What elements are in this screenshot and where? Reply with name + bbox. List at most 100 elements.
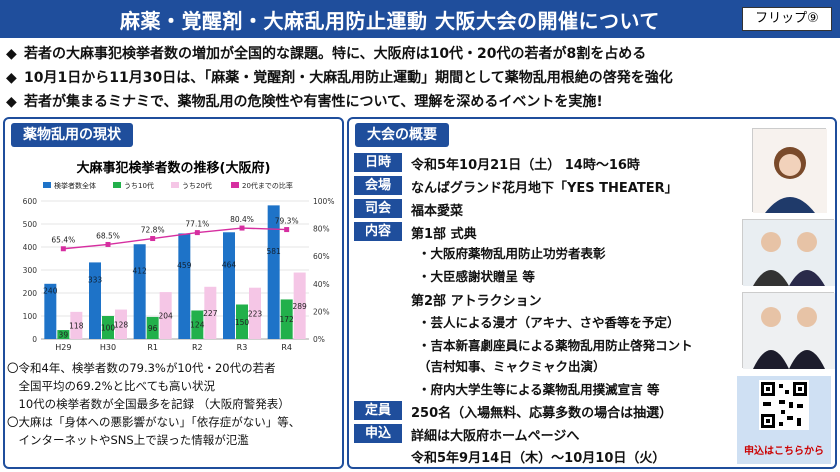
part2-item: ・府内大学生等による薬物乱用撲滅宣言 等	[418, 382, 660, 397]
qr-code-icon	[759, 380, 809, 430]
y2-tick-label: 100%	[313, 197, 334, 206]
legend-swatch	[231, 182, 239, 188]
y2-tick-label: 60%	[313, 252, 330, 261]
data-label: 223	[248, 309, 263, 318]
part2-item: （吉村知事、ミャクミャク出演）	[418, 359, 606, 374]
ratio-point	[60, 246, 66, 252]
data-label: 100	[101, 324, 116, 333]
bar-total	[223, 232, 235, 339]
bar-twenties	[115, 309, 127, 339]
y-tick-label: 300	[23, 266, 38, 275]
y2-tick-label: 20%	[313, 307, 330, 316]
note-line: 10代の検挙者数が全国最多を記録 （大阪府警発表）	[7, 397, 290, 411]
current-status-panel: 薬物乱用の現状 大麻事犯検挙者数の推移(大阪府) 検挙者数全体 うち10代 うち20…	[3, 117, 344, 469]
bar-teens	[146, 316, 159, 339]
x-tick-label: H30	[100, 343, 116, 352]
capacity-value: 250名（入場無料、応募多数の場合は抽選）	[411, 406, 673, 421]
date-label: 日時	[354, 153, 402, 172]
legend-swatch	[171, 182, 179, 188]
title-bar: 麻薬・覚醒剤・大麻乱用防止運動 大阪大会の開催について フリップ⑨	[0, 0, 840, 38]
data-label: 464	[222, 261, 237, 270]
bullet-text: 10月1日から11月30日は、「麻薬・覚醒剤・大麻乱用防止運動」期間として薬物乱…	[24, 70, 673, 86]
y-tick-label: 500	[23, 220, 38, 229]
bar-total	[89, 262, 101, 339]
data-label: 124	[190, 321, 205, 330]
arrest-chart: 検挙者数全体 うち10代 うち20代 20代までの比率 0 100 200 300 400 500…	[23, 181, 335, 352]
capacity-label: 定員	[354, 401, 402, 420]
apply-label: 申込	[354, 424, 402, 443]
y2-tick-label: 0%	[313, 335, 325, 344]
comedians-photo-2	[742, 292, 835, 369]
part1-title: 第1部 式典	[411, 227, 477, 242]
ratio-label: 72.8%	[141, 226, 165, 235]
mc-photo	[752, 128, 827, 213]
mc-label: 司会	[354, 199, 402, 218]
bar-total	[44, 283, 57, 339]
data-label: 289	[293, 302, 308, 311]
part2-item: ・吉本新喜劇座員による薬物乱用防止啓発コント	[418, 338, 693, 353]
apply-period: 令和5年9月14日（木）～10月10日（火）	[411, 451, 666, 466]
bar-total	[178, 233, 191, 339]
part2-item: ・芸人による漫才（アキナ、さや香等を予定）	[418, 315, 680, 330]
event-overview-panel: 大会の概要	[347, 117, 837, 469]
x-tick-label: R3	[237, 343, 248, 352]
bullet-text: 若者の大麻事犯検挙者数の増加が全国的な課題。特に、大阪府は10代・20代の若者が…	[24, 46, 647, 62]
people-icon	[743, 220, 835, 286]
y-tick-label: 200	[23, 289, 38, 298]
y-tick-label: 400	[23, 243, 38, 252]
data-label: 412	[133, 267, 148, 276]
bar-teens	[280, 299, 293, 339]
ratio-label: 80.4%	[230, 215, 254, 224]
chart-title: 大麻事犯検挙者数の推移(大阪府)	[76, 161, 271, 176]
x-tick-label: H29	[55, 343, 71, 352]
note-line: インターネットやSNS上で誤った情報が氾濫	[7, 433, 249, 447]
legend-label: うち10代	[124, 181, 154, 190]
x-tick-label: R2	[192, 343, 203, 352]
content-label: 内容	[354, 222, 402, 241]
venue-value: なんばグランド花月地下「YES THEATER」	[411, 181, 678, 196]
legend-label: 20代までの比率	[242, 181, 293, 190]
panel-tab: 大会の概要	[355, 123, 449, 147]
data-label: 581	[267, 247, 282, 256]
bullet-text: 若者が集まるミナミで、薬物乱用の危険性や有害性について、理解を深めるイベントを実…	[24, 94, 603, 110]
y-tick-label: 600	[23, 197, 38, 206]
ratio-point	[105, 241, 111, 247]
qr-code[interactable]	[759, 380, 809, 430]
chart-area: 検挙者数全体 うち10代 うち20代 20代までの比率 0 100 200 300 400 500…	[9, 179, 341, 359]
bullet-item: ◆ 10月1日から11月30日は、「麻薬・覚醒剤・大麻乱用防止運動」期間として薬物…	[6, 66, 836, 90]
bar-twenties	[204, 286, 217, 339]
bar-teens	[191, 310, 204, 339]
data-label: 172	[280, 315, 295, 324]
bullet-list: ◆ 若者の大麻事犯検挙者数の増加が全国的な課題。特に、大阪府は10代・20代の若者…	[6, 42, 836, 114]
x-tick-label: R1	[147, 343, 158, 352]
qr-section: 申込はこちらから	[737, 376, 831, 464]
data-label: 150	[235, 318, 250, 327]
legend-swatch	[113, 182, 121, 188]
legend-swatch	[43, 182, 51, 188]
bullet-item: ◆ 若者が集まるミナミで、薬物乱用の危険性や有害性について、理解を深めるイベントを…	[6, 90, 836, 114]
qr-label: 申込はこちらから	[744, 446, 824, 457]
y-tick-label: 100	[23, 312, 38, 321]
page-title: 麻薬・覚醒剤・大麻乱用防止運動 大阪大会の開催について	[120, 9, 660, 33]
ratio-label: 68.5%	[96, 231, 120, 240]
data-label: 128	[114, 320, 129, 329]
legend-label: 検挙者数全体	[54, 181, 96, 190]
bar-teens	[102, 316, 114, 339]
bar-twenties	[159, 292, 172, 339]
bar-teens	[236, 304, 248, 339]
bar-total	[133, 244, 146, 339]
note-line: 〇令和4年、検挙者数の79.3%が10代・20代の若者	[7, 361, 276, 375]
comedians-photo-1	[742, 219, 835, 286]
mc-value: 福本愛菜	[411, 204, 464, 219]
flip-badge: フリップ⑨	[742, 7, 832, 31]
data-label: 96	[148, 324, 158, 333]
diamond-icon: ◆	[6, 94, 17, 110]
date-value: 令和5年10月21日（土） 14時～16時	[411, 158, 640, 173]
ratio-label: 77.1%	[185, 220, 209, 229]
x-tick-label: R4	[281, 343, 292, 352]
part2-title: 第2部 アトラクション	[411, 294, 542, 309]
note-line: 〇大麻は「身体への悪影響がない」「依存症がない」等、	[7, 415, 301, 429]
apply-details: 詳細は大阪府ホームページへ	[411, 429, 580, 444]
data-label: 39	[59, 331, 69, 340]
ratio-label: 79.3%	[275, 217, 299, 226]
